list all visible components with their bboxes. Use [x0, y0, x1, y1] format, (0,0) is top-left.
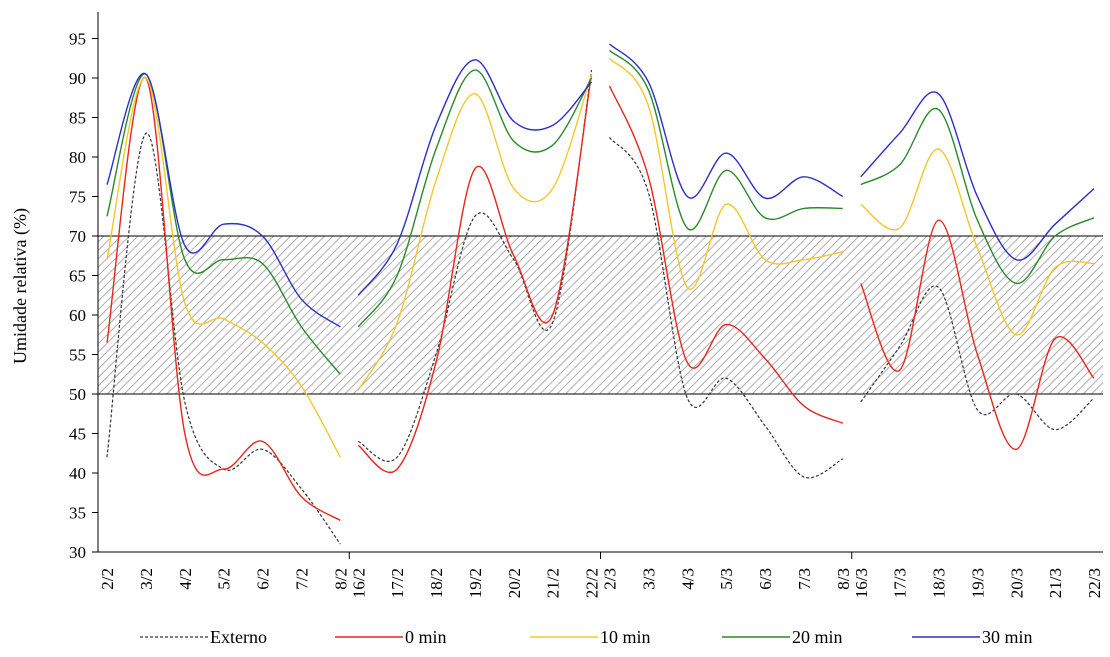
x-tick-label: 17/3 [891, 568, 910, 598]
x-tick-label: 3/2 [137, 568, 156, 590]
y-tick-label: 70 [69, 227, 86, 246]
y-tick-label: 60 [69, 306, 86, 325]
series-line-30-min-group-1 [106, 73, 341, 328]
y-tick-label: 85 [69, 109, 86, 128]
series-line-10-min-group-2 [357, 73, 593, 391]
series-line-10-min-group-3 [608, 57, 843, 290]
series-line-10-min-group-1 [106, 77, 341, 458]
series-line-externo-group-3 [609, 136, 844, 479]
x-tick-label: 22/3 [1085, 568, 1104, 598]
y-tick-label: 80 [69, 148, 86, 167]
x-tick-layer: 2/2 3/2 4/2 5/2 6/2 7/2 8/2 16/2 17/2 18/2 19/2 20/… [98, 552, 1104, 598]
series-line-0-min-group-1 [106, 77, 341, 522]
series-line-externo-group-4 [860, 285, 1095, 431]
y-tick-label: 65 [69, 267, 86, 286]
y-tick-label: 95 [69, 30, 86, 49]
series-layer [106, 43, 1095, 545]
series-line-0-min-group-3 [608, 85, 844, 424]
y-tick-label: 75 [69, 188, 86, 207]
y-tick-label: 30 [69, 543, 86, 562]
y-tick-label: 45 [69, 425, 86, 444]
x-tick-label: 18/3 [930, 568, 949, 598]
x-tick-label: 6/3 [756, 568, 775, 590]
series-line-30-min-group-3 [609, 43, 844, 200]
x-tick-label: 5/3 [717, 568, 736, 590]
x-tick-label: 6/2 [254, 568, 273, 590]
x-tick-label: 20/3 [1007, 568, 1026, 598]
legend-label-30-min: 30 min [982, 627, 1033, 647]
x-tick-label: 5/2 [215, 568, 234, 590]
x-tick-label: 7/2 [292, 568, 311, 590]
x-tick-label: 16/3 [852, 568, 871, 598]
series-line-30-min-group-4 [860, 91, 1095, 261]
legend: Externo 0 min 10 min 20 min 30 min [140, 627, 1033, 647]
x-tick-label: 8/3 [834, 568, 853, 590]
legend-label-externo: Externo [210, 627, 267, 647]
series-line-20-min-group-2 [357, 69, 593, 328]
series-line-0-min-group-2 [357, 73, 593, 473]
x-tick-label: 19/2 [466, 568, 485, 598]
series-line-externo-group-2 [357, 70, 593, 462]
series-line-30-min-group-2 [357, 59, 593, 296]
x-tick-label: 21/2 [544, 568, 563, 598]
y-tick-layer: 30 35 40 45 50 55 60 65 70 75 80 85 90 95 [69, 30, 98, 562]
series-line-10-min-group-4 [860, 148, 1095, 336]
y-tick-label: 50 [69, 385, 86, 404]
legend-label-10-min: 10 min [600, 627, 651, 647]
x-tick-label: 4/3 [678, 568, 697, 590]
x-tick-label: 17/2 [388, 568, 407, 598]
y-tick-label: 90 [69, 69, 86, 88]
series-line-20-min-group-1 [106, 73, 341, 375]
y-tick-label: 35 [69, 504, 86, 523]
y-tick-label: 40 [69, 464, 86, 483]
x-tick-label: 19/3 [968, 568, 987, 598]
y-tick-label: 55 [69, 346, 86, 365]
x-tick-label: 2/3 [601, 568, 620, 590]
x-tick-label: 21/3 [1046, 568, 1065, 598]
x-tick-label: 3/3 [639, 568, 658, 590]
x-tick-label: 4/2 [176, 568, 195, 590]
series-line-20-min-group-4 [860, 107, 1095, 285]
comfort-range-band [98, 236, 1103, 394]
x-tick-label: 20/2 [505, 568, 524, 598]
x-tick-label: 7/3 [795, 568, 814, 590]
x-tick-label: 2/2 [98, 568, 117, 590]
x-tick-label: 18/2 [427, 568, 446, 598]
series-line-0-min-group-4 [860, 219, 1095, 450]
x-tick-label: 22/2 [583, 568, 602, 598]
x-tick-label: 16/2 [349, 568, 368, 598]
y-axis-label: Umidade relativa (%) [10, 208, 31, 364]
series-line-externo-group-1 [106, 132, 341, 545]
legend-label-20-min: 20 min [792, 627, 843, 647]
series-line-20-min-group-3 [609, 49, 843, 231]
x-tick-label: 8/2 [331, 568, 350, 590]
legend-label-0-min: 0 min [405, 627, 447, 647]
